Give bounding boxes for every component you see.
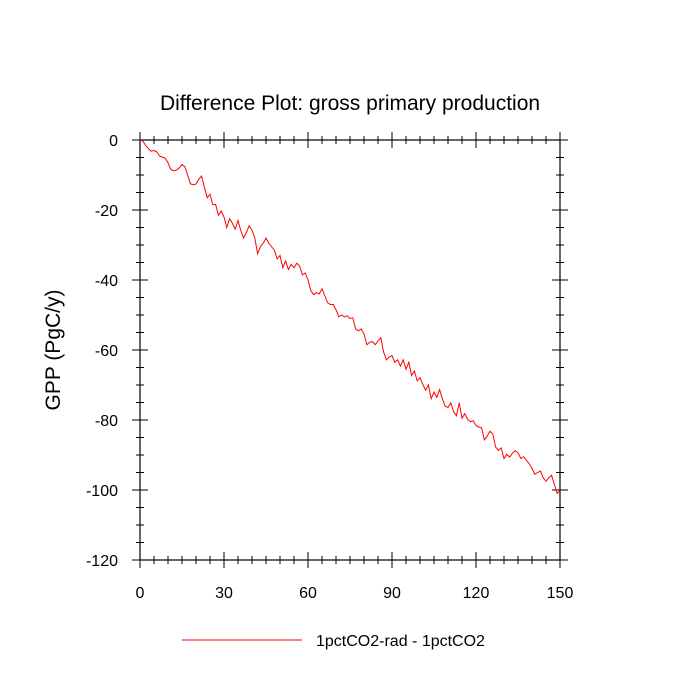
- series-lines: [139, 139, 561, 495]
- x-tick-label: 30: [215, 585, 233, 602]
- x-tick-label: 0: [136, 585, 145, 602]
- legend-label: 1pctCO2-rad - 1pctCO2: [316, 633, 485, 650]
- axis-ticks: [132, 132, 568, 568]
- x-tick-label: 60: [299, 585, 317, 602]
- y-tick-label: -20: [95, 203, 118, 220]
- y-axis-label: GPP (PgC/y): [42, 290, 65, 411]
- y-tick-label: -100: [86, 483, 118, 500]
- x-tick-label: 90: [383, 585, 401, 602]
- y-tick-label: -80: [95, 413, 118, 430]
- chart-title: Difference Plot: gross primary productio…: [160, 92, 540, 115]
- y-tick-label: 0: [109, 133, 118, 150]
- y-tick-label: -60: [95, 343, 118, 360]
- legend: 1pctCO2-rad - 1pctCO2: [182, 633, 485, 650]
- y-tick-label: -120: [86, 553, 118, 570]
- axis-tick-labels: 0 30 60 90 120 150 0 -20 -40 -60 -80 -100 -120: [86, 133, 573, 602]
- plot-area-frame: [139, 139, 561, 561]
- y-tick-label: -40: [95, 273, 118, 290]
- series-line: [139, 139, 561, 495]
- x-tick-label: 120: [463, 585, 490, 602]
- x-tick-label: 150: [547, 585, 574, 602]
